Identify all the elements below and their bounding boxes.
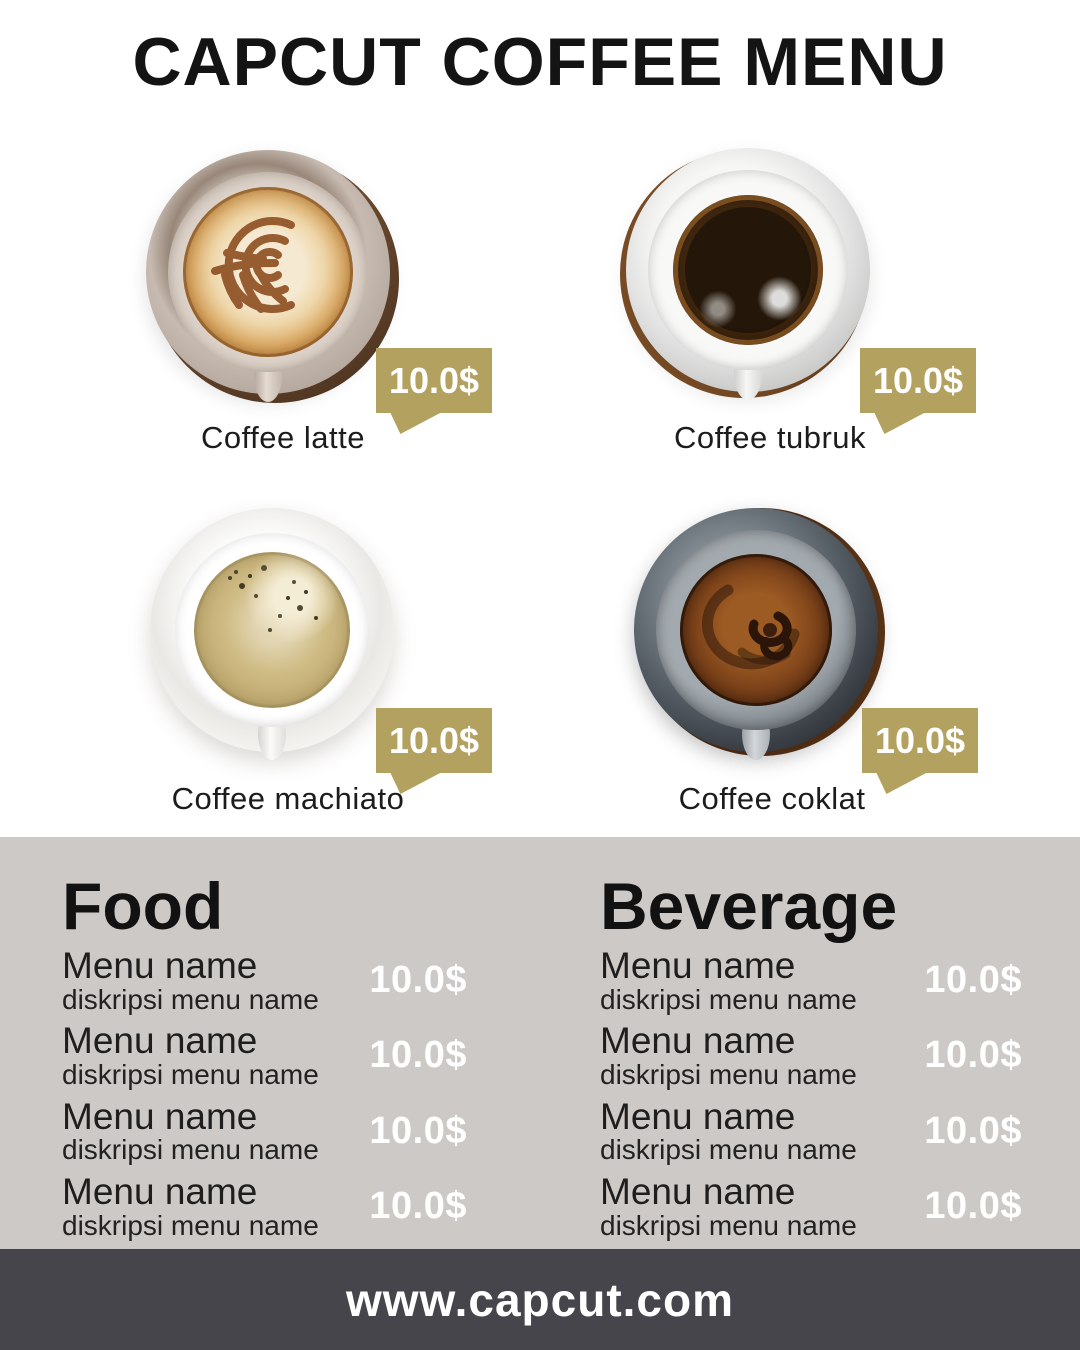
menu-item-row: Menu name diskripsi menu name 10.0$: [62, 1173, 467, 1240]
footer-bar: www.capcut.com: [0, 1249, 1080, 1350]
menu-item-row: Menu name diskripsi menu name 10.0$: [62, 1095, 467, 1166]
price-tag-tubruk: 10.0$: [860, 348, 976, 434]
speech-bubble-shape: [860, 348, 976, 413]
menu-item-price: 10.0$: [924, 959, 1022, 1002]
price-tag-coklat: 10.0$: [862, 708, 978, 794]
coffee-swirl-icon: [701, 584, 800, 670]
menu-item-desc: diskripsi menu name: [62, 1134, 319, 1166]
speech-bubble-shape: [376, 348, 492, 413]
menu-item-row: Menu name diskripsi menu name 10.0$: [62, 947, 467, 1014]
coffee-latte-image: [144, 148, 399, 403]
section-heading-beverage: Beverage: [600, 869, 898, 943]
menu-item-name: Menu name: [62, 1095, 258, 1137]
speech-bubble-shape: [376, 708, 492, 773]
menu-item-desc: diskripsi menu name: [600, 983, 857, 1015]
price-text: 10.0$: [388, 359, 480, 401]
latte-art-fern-icon: [211, 217, 295, 313]
speech-bubble-shape: [862, 708, 978, 773]
price-tag-latte: 10.0$: [376, 348, 492, 434]
website-text: www.capcut.com: [345, 1273, 735, 1326]
menu-item-desc: diskripsi menu name: [62, 1209, 319, 1241]
menu-item-name: Menu name: [600, 1095, 796, 1137]
menu-item-desc: diskripsi menu name: [62, 1059, 319, 1091]
product-label-tubruk: Coffee tubruk: [673, 420, 867, 455]
menu-item-price: 10.0$: [924, 1184, 1022, 1227]
menu-item-desc: diskripsi menu name: [600, 1134, 857, 1166]
menu-item-name: Menu name: [62, 1020, 258, 1062]
crema-coffee-shape: [194, 552, 350, 708]
menu-item-name: Menu name: [600, 1020, 796, 1062]
product-label-coklat: Coffee coklat: [678, 781, 866, 816]
coffee-tubruk-image: [620, 146, 872, 400]
price-text: 10.0$: [874, 719, 966, 761]
menu-item-name: Menu name: [62, 1170, 258, 1212]
menu-item-price: 10.0$: [924, 1109, 1022, 1152]
menu-item-desc: diskripsi menu name: [62, 983, 319, 1015]
black-coffee-shape: [673, 195, 823, 345]
menu-item-price: 10.0$: [369, 1034, 467, 1077]
coffee-machiato-image: [148, 506, 396, 760]
menu-item-row: Menu name diskripsi menu name 10.0$: [600, 1022, 1022, 1089]
beverage-section: Beverage Menu name diskripsi menu name 1…: [600, 873, 1022, 1240]
price-tag-machiato: 10.0$: [376, 708, 492, 794]
product-label-machiato: Coffee machiato: [171, 781, 405, 816]
menu-item-row: Menu name diskripsi menu name 10.0$: [600, 1095, 1022, 1166]
menu-item-row: Menu name diskripsi menu name 10.0$: [600, 1173, 1022, 1240]
menu-item-price: 10.0$: [369, 959, 467, 1002]
menu-band: Food Menu name diskripsi menu name 10.0$…: [0, 837, 1080, 1249]
menu-item-row: Menu name diskripsi menu name 10.0$: [600, 947, 1022, 1014]
product-label-latte: Coffee latte: [201, 420, 365, 455]
section-heading-food: Food: [62, 869, 224, 943]
menu-item-name: Menu name: [62, 945, 258, 986]
choco-coffee-shape: [680, 554, 832, 706]
page-title: CAPCUT COFFEE MENU: [132, 24, 948, 100]
menu-item-name: Menu name: [600, 1170, 796, 1212]
food-section: Food Menu name diskripsi menu name 10.0$…: [62, 873, 467, 1240]
coffee-coklat-image: [632, 506, 885, 760]
menu-item-price: 10.0$: [369, 1109, 467, 1152]
menu-item-desc: diskripsi menu name: [600, 1209, 857, 1241]
menu-item-desc: diskripsi menu name: [600, 1059, 857, 1091]
menu-item-price: 10.0$: [924, 1034, 1022, 1077]
latte-foam-shape: [183, 187, 353, 357]
menu-item-price: 10.0$: [369, 1184, 467, 1227]
menu-item-name: Menu name: [600, 945, 796, 986]
price-text: 10.0$: [388, 719, 480, 761]
menu-item-row: Menu name diskripsi menu name 10.0$: [62, 1022, 467, 1089]
price-text: 10.0$: [872, 359, 964, 401]
